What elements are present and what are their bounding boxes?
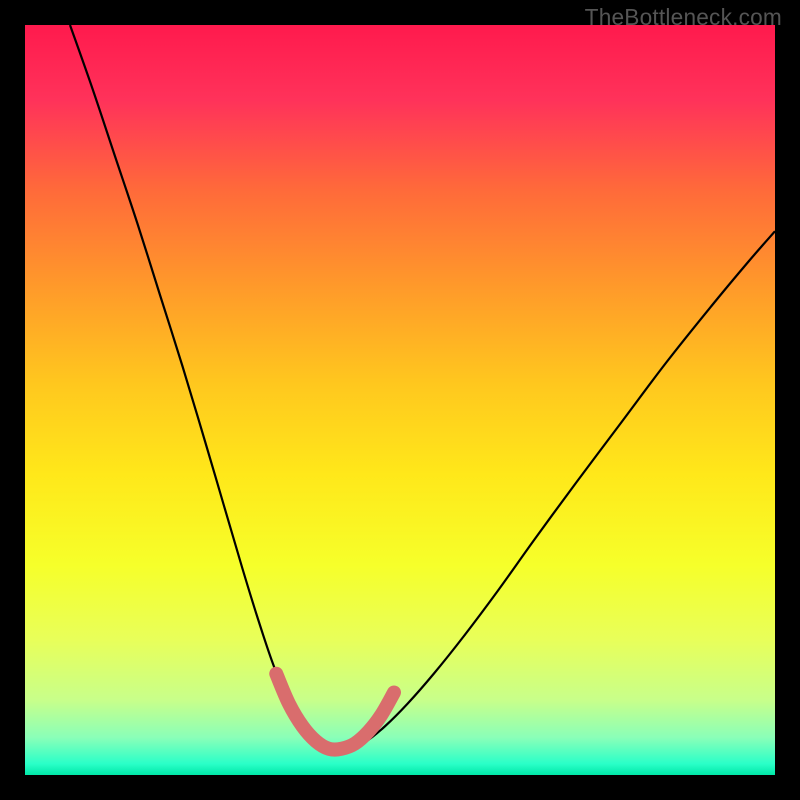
watermark-text: TheBottleneck.com (585, 4, 782, 31)
chart-svg (25, 25, 775, 775)
plot-area (25, 25, 775, 775)
outer-frame: TheBottleneck.com (0, 0, 800, 800)
curve-left (70, 25, 333, 753)
curve-highlight (276, 674, 394, 750)
curve-right (333, 231, 776, 752)
